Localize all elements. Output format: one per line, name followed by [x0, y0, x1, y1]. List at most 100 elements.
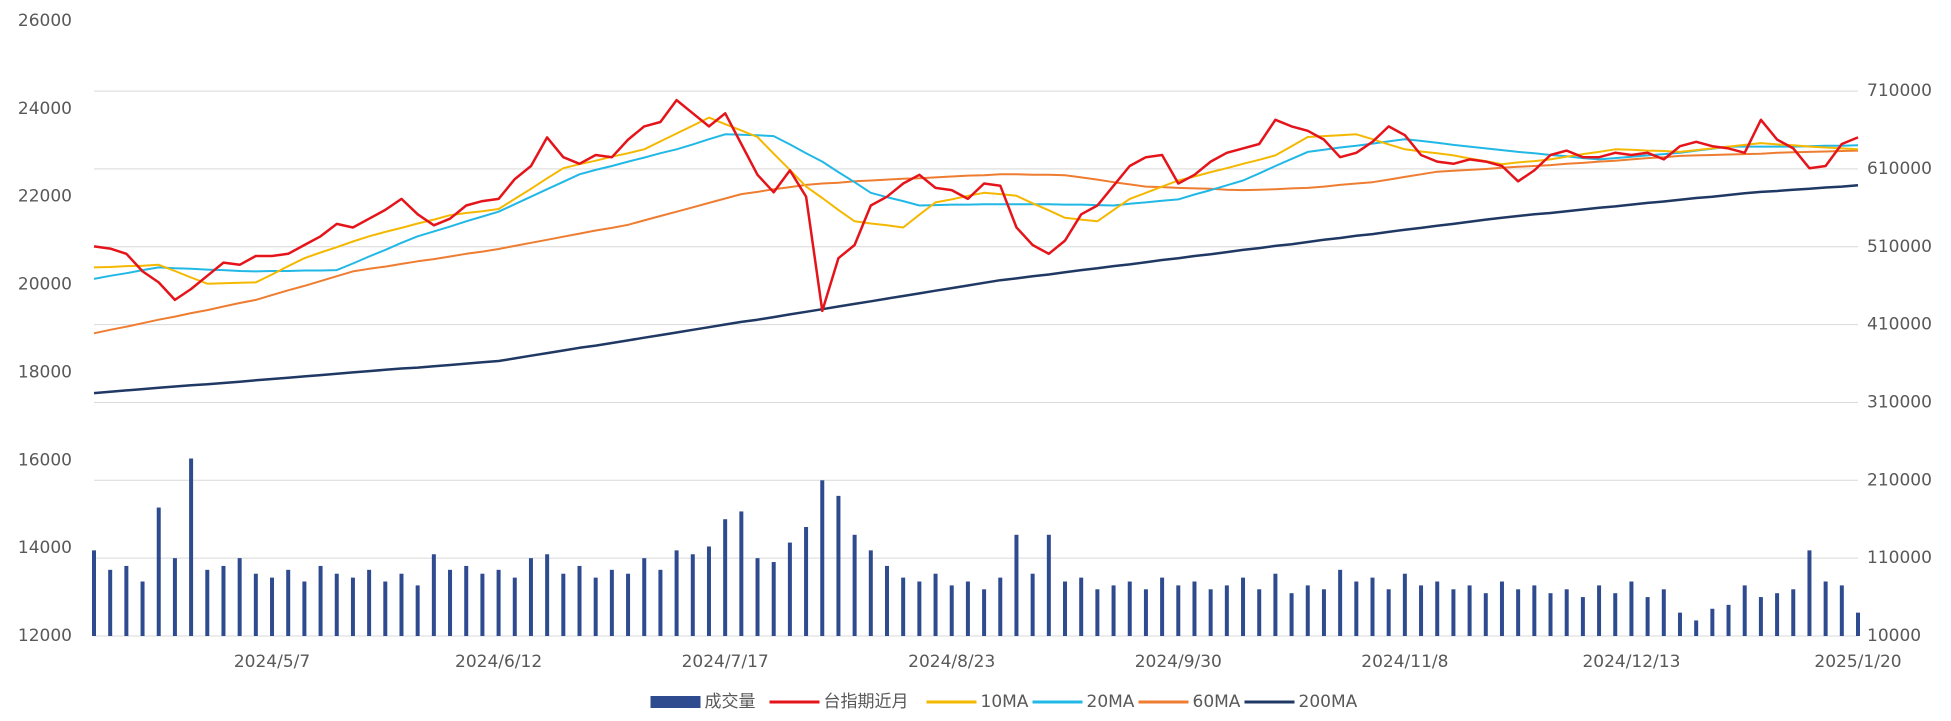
y-tick-label: 14000: [18, 538, 72, 558]
volume-bar: [1014, 534, 1019, 636]
legend-swatch: [650, 696, 701, 708]
line-series: [93, 133, 1859, 280]
legend-label: 60MA: [1193, 692, 1241, 712]
volume-bar: [108, 569, 113, 636]
x-tick-label: 2024/8/23: [908, 652, 995, 672]
y-tick-label: 20000: [18, 275, 72, 295]
volume-bar: [1516, 589, 1521, 636]
volume-bar: [1580, 597, 1585, 636]
volume-bar: [383, 581, 388, 636]
volume-bar: [1856, 612, 1860, 636]
volume-bar: [1354, 581, 1359, 636]
y2-tick-label: 610000: [1867, 159, 1932, 179]
volume-bar: [1451, 589, 1456, 636]
y2-tick-label: 110000: [1867, 548, 1932, 568]
volume-bar: [92, 550, 96, 636]
legend-label: 成交量: [705, 692, 756, 712]
volume-bar: [318, 565, 323, 636]
volume-bar: [658, 569, 663, 636]
volume-bar: [1111, 585, 1116, 636]
x-tick-label: 2024/12/13: [1582, 652, 1680, 672]
volume-bar: [334, 573, 339, 636]
volume-bar: [1143, 589, 1148, 636]
volume-bar: [1597, 585, 1602, 636]
volume-bar: [1063, 581, 1068, 636]
volume-bar: [1677, 612, 1682, 636]
volume-bar: [1564, 589, 1569, 636]
legend-label: 20MA: [1087, 692, 1135, 712]
volume-bar: [1532, 585, 1537, 636]
volume-bar: [901, 577, 906, 636]
volume-bar: [1176, 585, 1181, 636]
legend-label: 10MA: [981, 692, 1029, 712]
y-tick-label: 18000: [18, 362, 72, 382]
line-series: [93, 149, 1859, 335]
volume-bar: [205, 569, 210, 636]
volume-bar: [804, 527, 809, 636]
y-tick-label: 26000: [18, 11, 72, 31]
volume-bar: [1321, 589, 1326, 636]
volume-bar: [917, 581, 922, 636]
volume-bar: [1839, 585, 1844, 636]
y-tick-label: 24000: [18, 99, 72, 119]
volume-bar: [253, 573, 258, 636]
volume-bar: [771, 562, 776, 636]
volume-bar: [1694, 620, 1699, 636]
volume-bar: [1629, 581, 1634, 636]
volume-bar: [1305, 585, 1310, 636]
volume-bar: [1338, 569, 1343, 636]
volume-bar: [1661, 589, 1666, 636]
volume-bar: [1467, 585, 1472, 636]
volume-bar: [237, 558, 242, 636]
volume-bar: [1289, 593, 1294, 636]
volume-bar: [1402, 573, 1407, 636]
volume-bar: [545, 554, 550, 636]
volume-bar: [1435, 581, 1440, 636]
x-tick-label: 2024/7/17: [682, 652, 769, 672]
volume-bar: [1791, 589, 1796, 636]
volume-bar: [820, 480, 825, 636]
volume-bar: [1208, 589, 1213, 636]
volume-bar: [1370, 577, 1375, 636]
volume-bar: [739, 511, 744, 636]
volume-bar: [998, 577, 1003, 636]
volume-bar: [270, 577, 275, 636]
volume-bar: [415, 585, 420, 636]
x-tick-label: 2025/1/20: [1814, 652, 1901, 672]
volume-bar: [140, 581, 145, 636]
volume-bar: [221, 565, 226, 636]
volume-bar: [690, 554, 695, 636]
volume-bar: [464, 565, 469, 636]
x-tick-label: 2024/11/8: [1361, 652, 1448, 672]
volume-bar: [1548, 593, 1553, 636]
volume-bar: [1726, 604, 1731, 636]
volume-bar: [852, 534, 857, 636]
volume-bar: [577, 565, 582, 636]
volume-bar: [1160, 577, 1165, 636]
volume-bar: [1273, 573, 1278, 636]
volume-bar: [399, 573, 404, 636]
volume-bar: [496, 569, 501, 636]
volume-bar: [787, 542, 792, 636]
y2-tick-label: 410000: [1867, 315, 1932, 335]
volume-bar: [1775, 593, 1780, 636]
volume-bar: [836, 495, 841, 636]
legend-label: 200MA: [1299, 692, 1358, 712]
y2-tick-label: 210000: [1867, 470, 1932, 490]
volume-bar: [626, 573, 631, 636]
volume-bar: [706, 546, 711, 636]
volume-bar: [1742, 585, 1747, 636]
volume-bar: [1095, 589, 1100, 636]
volume-bar: [1192, 581, 1197, 636]
volume-bar: [1613, 593, 1618, 636]
y-tick-label: 16000: [18, 450, 72, 470]
volume-bar: [868, 550, 873, 636]
volume-bar: [949, 585, 954, 636]
volume-bar: [367, 569, 372, 636]
volume-bar: [1030, 573, 1035, 636]
volume-bar: [609, 569, 614, 636]
volume-bar: [528, 558, 533, 636]
volume-bar: [1257, 589, 1262, 636]
legend-label: 台指期近月: [824, 692, 909, 712]
